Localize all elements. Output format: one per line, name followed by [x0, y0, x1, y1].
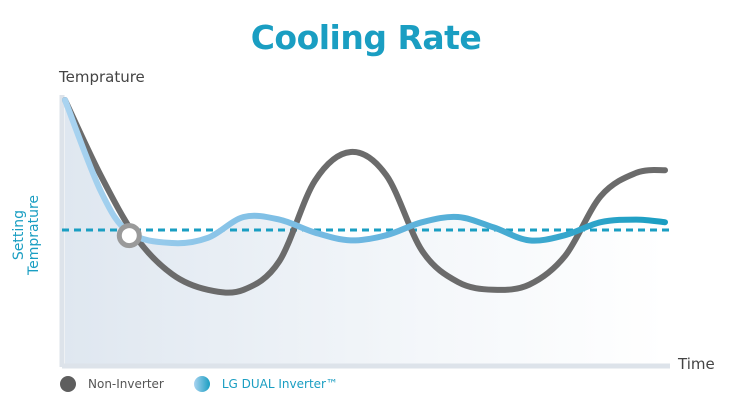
- x-axis-label: Time: [678, 355, 715, 373]
- non-inverter-legend-dot: [60, 376, 76, 392]
- legend-label-lg-dual-inverter: LG DUAL Inverter™: [221, 377, 338, 391]
- legend: Non-Inverter LG DUAL Inverter™: [60, 376, 368, 392]
- legend-item-non-inverter: Non-Inverter: [60, 376, 164, 392]
- setpoint-reached-marker: [116, 223, 142, 249]
- non-inverter-line: [62, 97, 668, 296]
- lg-dual-inverter-legend-dot: [193, 376, 210, 392]
- y-axis-label: Temprature: [59, 68, 145, 86]
- area-under-curve: [65, 100, 665, 366]
- lg-dual-inverter-line: [62, 97, 668, 247]
- legend-item-lg-dual-inverter: LG DUAL Inverter™: [193, 376, 338, 392]
- chart-title: Cooling Rate: [250, 18, 482, 57]
- legend-label-non-inverter: Non-Inverter: [88, 377, 164, 391]
